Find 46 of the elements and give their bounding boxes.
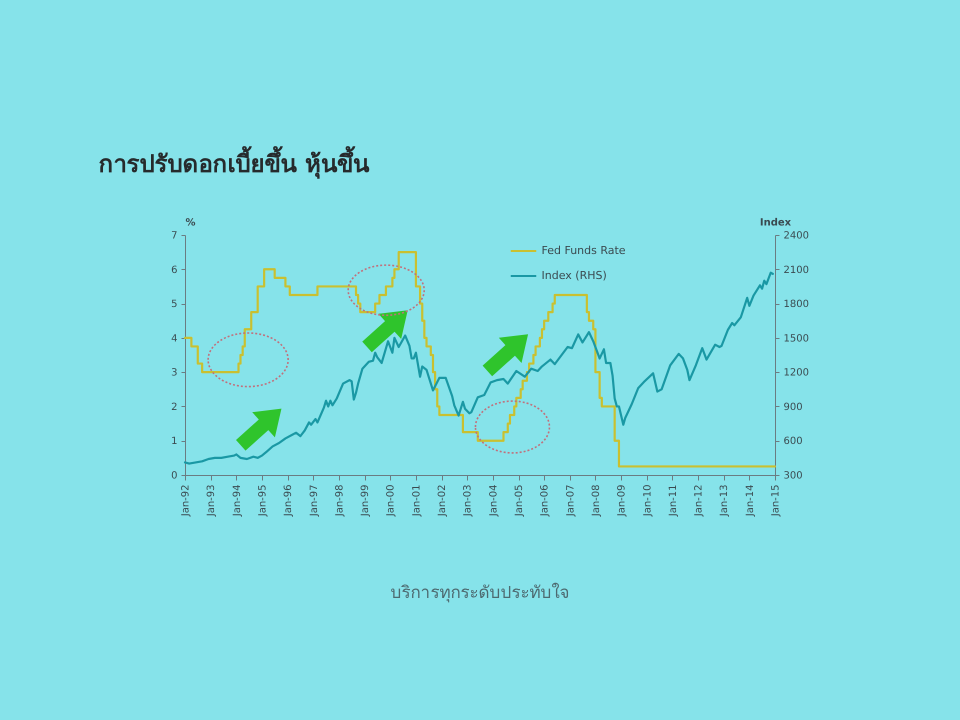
x-tick-label: Jan-13 [719, 484, 730, 518]
x-tick-label: Jan-15 [770, 484, 782, 518]
y-tick-label: 3 [171, 368, 178, 379]
y-tick-label: 1 [171, 436, 178, 448]
x-tick-label: Jan-96 [283, 484, 294, 518]
y-tick-label: 2 [171, 402, 178, 413]
x-tick-label: Jan-99 [360, 484, 372, 518]
y2-tick-label: 2400 [784, 230, 809, 242]
x-tick-label: Jan-08 [590, 484, 602, 518]
x-tick-label: Jan-12 [694, 484, 705, 518]
x-tick-label: Jan-98 [334, 484, 346, 518]
y-axis-title: % [186, 218, 196, 228]
chart-title: การปรับดอกเบี้ยขึ้น หุ้นขึ้น [98, 145, 370, 180]
x-tick-label: Jan-92 [180, 484, 192, 518]
x-tick-label: Jan-07 [565, 484, 576, 518]
y-tick-label: 6 [171, 264, 178, 276]
x-tick-label: Jan-05 [514, 484, 526, 518]
y-tick-label: 4 [171, 333, 178, 344]
y2-tick-label: 600 [784, 436, 803, 448]
y-tick-label: 5 [171, 299, 178, 310]
x-tick-label: Jan-10 [642, 484, 654, 518]
x-tick-label: Jan-04 [488, 484, 500, 518]
y2-tick-label: 2100 [784, 264, 809, 276]
text: บริการทุกระดับประทับใจ [390, 582, 570, 603]
x-tick-label: Jan-14 [744, 484, 756, 518]
y2-tick-label: 1200 [784, 368, 809, 379]
y-tick-label: 7 [171, 230, 178, 242]
x-tick-label: Jan-94 [232, 484, 243, 518]
legend-label: Fed Funds Rate [542, 244, 626, 257]
x-tick-label: Jan-11 [668, 484, 679, 518]
y2-tick-label: 900 [784, 402, 803, 413]
x-tick-label: Jan-02 [437, 484, 448, 518]
x-tick-label: Jan-03 [462, 484, 474, 518]
x-tick-label: Jan-95 [257, 484, 268, 518]
x-tick-label: Jan-00 [386, 484, 397, 518]
y2-tick-label: 300 [784, 470, 803, 482]
y-tick-label: 0 [171, 470, 178, 482]
x-tick-label: Jan-06 [540, 484, 551, 518]
legend-label: Index (RHS) [542, 269, 607, 282]
x-tick-label: Jan-97 [308, 484, 320, 518]
x-tick-label: Jan-09 [616, 484, 628, 518]
x-tick-label: Jan-01 [411, 484, 422, 518]
x-tick-label: Jan-93 [206, 484, 218, 518]
y2-axis-title: Index [760, 218, 792, 228]
y2-tick-label: 1500 [784, 333, 809, 344]
y2-tick-label: 1800 [784, 299, 809, 310]
